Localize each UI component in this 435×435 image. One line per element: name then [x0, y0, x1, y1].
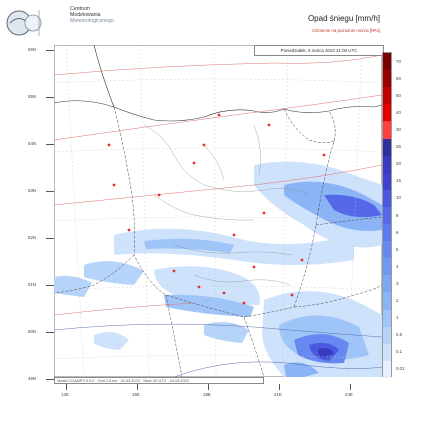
- colorbar-swatch: [383, 87, 391, 105]
- latitude-label: 54N: [28, 141, 37, 146]
- colorbar-swatch: [383, 309, 391, 328]
- city-markers: [107, 113, 326, 305]
- colorbar-label: 0.01: [396, 366, 405, 372]
- colorbar-label: 1: [396, 315, 399, 321]
- latitude-label: 55N: [28, 94, 37, 99]
- colorbar-label: 8: [396, 212, 399, 218]
- header: Centrum Modelowania Meteorologicznego Op…: [0, 0, 435, 46]
- colorbar-swatch: [383, 343, 391, 362]
- colorbar-swatch: [383, 155, 391, 174]
- colorbar-label: 0.1: [396, 349, 403, 355]
- colorbar-label: 20: [396, 161, 401, 167]
- longitude-label: 18E: [203, 392, 211, 397]
- map-title: Opad śniegu [mm/h]: [307, 14, 380, 23]
- colorbar-swatch: [383, 121, 391, 139]
- colorbar-swatch: [383, 172, 391, 191]
- longitude-tick: [279, 384, 280, 390]
- colorbar-label: 25: [396, 144, 401, 150]
- longitude-label: 12E: [61, 392, 69, 397]
- latitude-tick: [46, 285, 54, 286]
- organization-name: Centrum Modelowania Meteorologicznego: [70, 6, 114, 25]
- latitude-label: 50N: [28, 329, 37, 334]
- colorbar-label: 4: [396, 263, 399, 269]
- latitude-tick: [46, 238, 54, 239]
- longitude-tick: [66, 384, 67, 390]
- colorbar-label: 70: [396, 58, 401, 64]
- colorbar-swatch: [383, 206, 391, 225]
- colorbar-swatch: [383, 189, 391, 208]
- colorbar-swatch: [383, 326, 391, 345]
- latitude-label: 52N: [28, 235, 37, 240]
- colorbar-swatch: [383, 138, 391, 157]
- forecast-date: Poniedziałek, 5 marca 2023 21:00 UTC: [254, 45, 384, 56]
- longitude-tick: [137, 384, 138, 390]
- longitude-label: 15E: [132, 392, 140, 397]
- model-run-info: Model COAMPS 5.0.0 · Grid 2.5 km · 01.03…: [54, 377, 264, 384]
- colorbar-swatch: [383, 224, 391, 242]
- latitude-tick: [46, 332, 54, 333]
- colorbar-swatch: [383, 292, 391, 311]
- colorbar-label: 0.5: [396, 332, 403, 338]
- org-line-2: Modelowania: [70, 12, 101, 19]
- latitude-tick: [46, 191, 54, 192]
- colorbar-label: 60: [396, 75, 401, 81]
- latitude-label: 53N: [28, 188, 37, 193]
- colorbar-label: 10: [396, 195, 401, 201]
- colorbar-label: 3: [396, 280, 399, 286]
- colorbar-label: 30: [396, 126, 401, 132]
- longitude-label: 21E: [274, 392, 282, 397]
- colorbar-label: 15: [396, 178, 401, 184]
- colorbar-swatch: [383, 70, 391, 88]
- cmm-logo: [6, 6, 64, 40]
- colorbar-swatch: [383, 258, 391, 276]
- colorbar-label: 40: [396, 109, 401, 115]
- colorbar-swatch: [383, 104, 391, 122]
- colorbar-label: 5: [396, 246, 399, 252]
- org-line-1: Centrum: [70, 6, 90, 12]
- precipitation-map: [54, 45, 382, 377]
- latitude-tick: [46, 379, 54, 380]
- colorbar-swatch: [383, 53, 391, 71]
- latitude-tick: [46, 97, 54, 98]
- latitude-label: 56N: [28, 47, 37, 52]
- colorbar-label: 2: [396, 298, 399, 304]
- latitude-label: 49N: [28, 376, 37, 381]
- longitude-label: 24E: [345, 392, 353, 397]
- colorbar-swatch: [383, 241, 391, 259]
- latitude-tick: [46, 50, 54, 51]
- precipitation-colorbar: [382, 52, 392, 379]
- map-subtitle: Ciśnienie na poziomie morza [hPa]: [312, 28, 380, 33]
- colorbar-label: 50: [396, 92, 401, 98]
- longitude-tick: [208, 384, 209, 390]
- longitude-tick: [350, 384, 351, 390]
- snowfall-field: [54, 161, 382, 377]
- latitude-label: 51N: [28, 282, 37, 287]
- colorbar-label: 6: [396, 229, 399, 235]
- colorbar-swatch: [383, 360, 391, 379]
- org-line-3: Meteorologicznego: [70, 18, 114, 25]
- colorbar-swatch: [383, 275, 391, 293]
- latitude-tick: [46, 144, 54, 145]
